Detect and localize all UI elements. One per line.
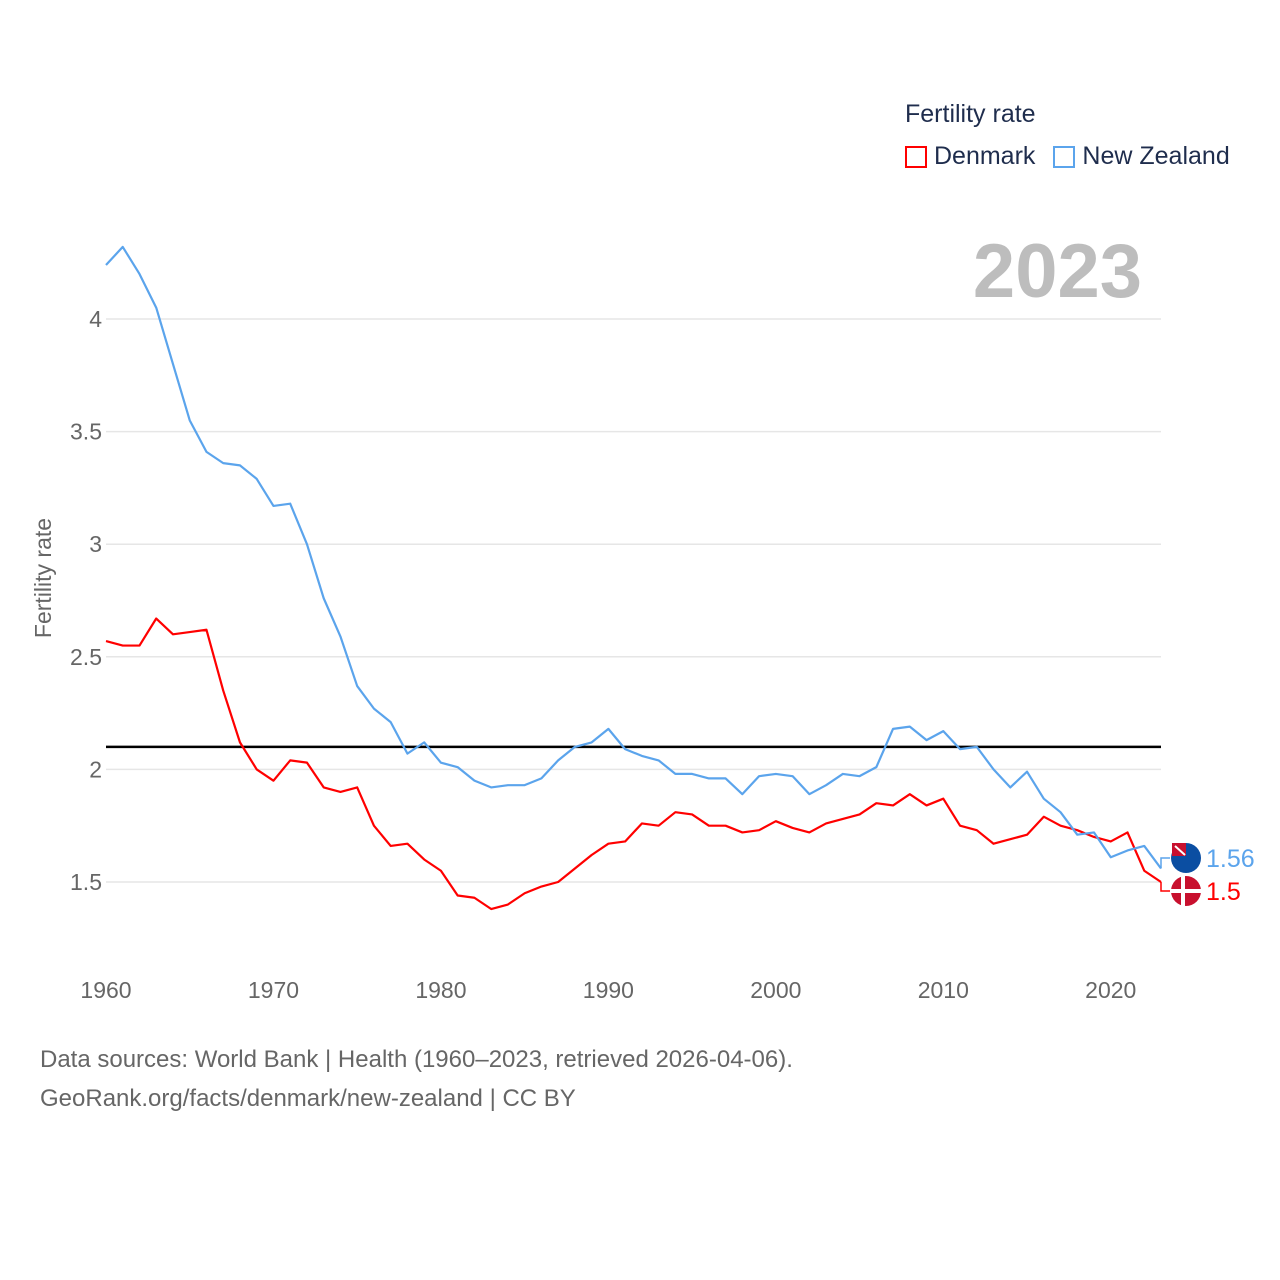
x-tick-label: 2000 (750, 977, 801, 1003)
series-line-denmark (105, 617, 1162, 911)
new-zealand-end-connector (1160, 857, 1170, 869)
denmark-end-value: 1.5 (1206, 878, 1241, 906)
x-tick-label: 1980 (415, 977, 466, 1003)
legend-label-new-zealand[interactable]: New Zealand (1082, 142, 1230, 170)
y-tick-label: 1.5 (70, 869, 102, 895)
y-tick-label: 2.5 (70, 644, 102, 670)
legend-swatch-new-zealand (1053, 145, 1076, 168)
new-zealand-flag-cross (1174, 845, 1186, 856)
y-tick-label: 4 (89, 306, 102, 332)
x-tick-label: 1970 (248, 977, 299, 1003)
legend: Denmark New Zealand (905, 142, 1230, 171)
footer-link[interactable]: GeoRank.org/facts/denmark/new-zealand | … (40, 1085, 576, 1112)
x-tick-label: 2020 (1085, 977, 1136, 1003)
year-label: 2023 (972, 229, 1142, 314)
series-line-new-zealand (105, 245, 1162, 870)
y-tick-label: 3 (89, 531, 102, 557)
denmark-flag-cross-h (1171, 889, 1201, 893)
legend-label-denmark[interactable]: Denmark (934, 142, 1036, 170)
y-tick-label: 2 (89, 756, 102, 782)
y-tick-label: 3.5 (70, 419, 102, 445)
legend-swatch-denmark (905, 145, 927, 168)
new-zealand-end-value: 1.56 (1206, 845, 1255, 873)
y-axis-label: Fertility rate (30, 518, 56, 638)
x-tick-label: 2010 (918, 977, 969, 1003)
denmark-end-connector (1160, 882, 1170, 892)
x-tick-label: 1960 (80, 977, 131, 1003)
footer-sources: Data sources: World Bank | Health (1960–… (40, 1046, 793, 1073)
x-tick-label: 1990 (583, 977, 634, 1003)
legend-title: Fertility rate (905, 100, 1036, 128)
